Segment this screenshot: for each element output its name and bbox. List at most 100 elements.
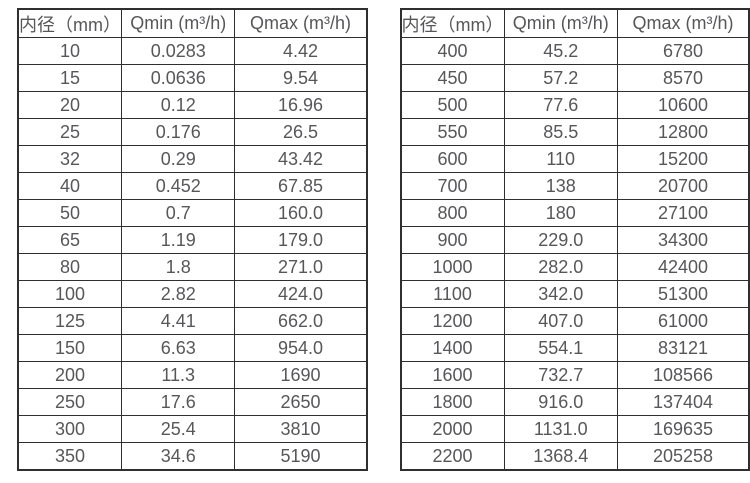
table-cell: 229.0	[503, 226, 618, 254]
table-cell: 2200	[400, 442, 505, 471]
table-cell: 954.0	[234, 334, 367, 362]
table-cell: 40	[17, 172, 122, 200]
table-cell: 205258	[616, 442, 750, 471]
table-cell: 342.0	[503, 280, 618, 308]
table-cell: 4.41	[120, 307, 236, 335]
table-cell: 180	[503, 199, 618, 227]
table-cell: 67.85	[234, 172, 367, 200]
table-row: 450 57.2 8570	[400, 64, 750, 92]
table-cell: 12800	[616, 118, 750, 146]
table-cell: 34300	[616, 226, 750, 254]
table-cell: 85.5	[503, 118, 618, 146]
column-header-qmax: Qmax (m³/h)	[234, 8, 367, 38]
column-header-qmin: Qmin (m³/h)	[120, 8, 236, 38]
table-row: 2200 1368.4 205258	[400, 442, 750, 471]
table-cell: 150	[17, 334, 122, 362]
table-row: 15 0.0636 9.54	[17, 64, 367, 92]
table-row: 550 85.5 12800	[400, 118, 750, 146]
table-cell: 1200	[400, 307, 505, 335]
table-row: 32 0.29 43.42	[17, 145, 367, 173]
table-row: 300 25.4 3810	[17, 415, 367, 443]
table-cell: 57.2	[503, 64, 618, 92]
table-cell: 1690	[234, 361, 367, 389]
table-row: 150 6.63 954.0	[17, 334, 367, 362]
table-cell: 15	[17, 64, 122, 92]
table-cell: 2000	[400, 415, 505, 443]
table-row: 250 17.6 2650	[17, 388, 367, 416]
table-row: 700 138 20700	[400, 172, 750, 200]
table-cell: 282.0	[503, 253, 618, 281]
table-cell: 169635	[616, 415, 750, 443]
table-cell: 61000	[616, 307, 750, 335]
table-cell: 0.7	[120, 199, 236, 227]
table-header: 内径（mm） Qmin (m³/h) Qmax (m³/h)	[17, 8, 367, 38]
table-cell: 550	[400, 118, 505, 146]
table-cell: 1100	[400, 280, 505, 308]
table-cell: 271.0	[234, 253, 367, 281]
table-cell: 0.0636	[120, 64, 236, 92]
flow-spec-table-small-diameters: 内径（mm） Qmin (m³/h) Qmax (m³/h) 10 0.0283 4…	[17, 8, 368, 471]
table-cell: 450	[400, 64, 505, 92]
column-header-qmax: Qmax (m³/h)	[616, 8, 750, 38]
table-cell: 20	[17, 91, 122, 119]
table-row: 600 110 15200	[400, 145, 750, 173]
table-cell: 11.3	[120, 361, 236, 389]
table-row: 1000 282.0 42400	[400, 253, 750, 281]
table-cell: 0.176	[120, 118, 236, 146]
table-cell: 83121	[616, 334, 750, 362]
table-cell: 5190	[234, 442, 367, 471]
table-cell: 32	[17, 145, 122, 173]
table-row: 200 11.3 1690	[17, 361, 367, 389]
table-cell: 50	[17, 199, 122, 227]
table-cell: 916.0	[503, 388, 618, 416]
table-cell: 42400	[616, 253, 750, 281]
table-row: 20 0.12 16.96	[17, 91, 367, 119]
table-header: 内径（mm） Qmin (m³/h) Qmax (m³/h)	[400, 8, 750, 38]
table-cell: 1131.0	[503, 415, 618, 443]
column-header-inner-diameter: 内径（mm）	[400, 8, 505, 38]
table-cell: 6.63	[120, 334, 236, 362]
table-cell: 300	[17, 415, 122, 443]
table-cell: 15200	[616, 145, 750, 173]
header-row: 内径（mm） Qmin (m³/h) Qmax (m³/h)	[400, 8, 750, 38]
table-cell: 1368.4	[503, 442, 618, 471]
table-cell: 2.82	[120, 280, 236, 308]
table-row: 1100 342.0 51300	[400, 280, 750, 308]
table-cell: 0.29	[120, 145, 236, 173]
column-header-inner-diameter: 内径（mm）	[17, 8, 122, 38]
table-body: 10 0.0283 4.42 15 0.0636 9.54 20 0.12 16.96 25 0.1…	[17, 37, 367, 471]
table-cell: 3810	[234, 415, 367, 443]
table-cell: 0.12	[120, 91, 236, 119]
table-cell: 25	[17, 118, 122, 146]
table-cell: 20700	[616, 172, 750, 200]
table-cell: 138	[503, 172, 618, 200]
table-cell: 179.0	[234, 226, 367, 254]
table-cell: 400	[400, 37, 505, 65]
table-cell: 0.0283	[120, 37, 236, 65]
table-row: 1600 732.7 108566	[400, 361, 750, 389]
table-cell: 27100	[616, 199, 750, 227]
table-row: 10 0.0283 4.42	[17, 37, 367, 65]
header-row: 内径（mm） Qmin (m³/h) Qmax (m³/h)	[17, 8, 367, 38]
table-cell: 800	[400, 199, 505, 227]
table-row: 125 4.41 662.0	[17, 307, 367, 335]
table-row: 400 45.2 6780	[400, 37, 750, 65]
table-cell: 8570	[616, 64, 750, 92]
table-cell: 110	[503, 145, 618, 173]
table-cell: 9.54	[234, 64, 367, 92]
table-cell: 1000	[400, 253, 505, 281]
table-cell: 900	[400, 226, 505, 254]
table-body: 400 45.2 6780 450 57.2 8570 500 77.6 10600 550 85.…	[400, 37, 750, 471]
table-cell: 424.0	[234, 280, 367, 308]
table-cell: 732.7	[503, 361, 618, 389]
table-row: 500 77.6 10600	[400, 91, 750, 119]
table-cell: 16.96	[234, 91, 367, 119]
table-cell: 10600	[616, 91, 750, 119]
table-row: 100 2.82 424.0	[17, 280, 367, 308]
table-cell: 160.0	[234, 199, 367, 227]
table-row: 350 34.6 5190	[17, 442, 367, 471]
table-cell: 350	[17, 442, 122, 471]
table-row: 2000 1131.0 169635	[400, 415, 750, 443]
table-cell: 1600	[400, 361, 505, 389]
